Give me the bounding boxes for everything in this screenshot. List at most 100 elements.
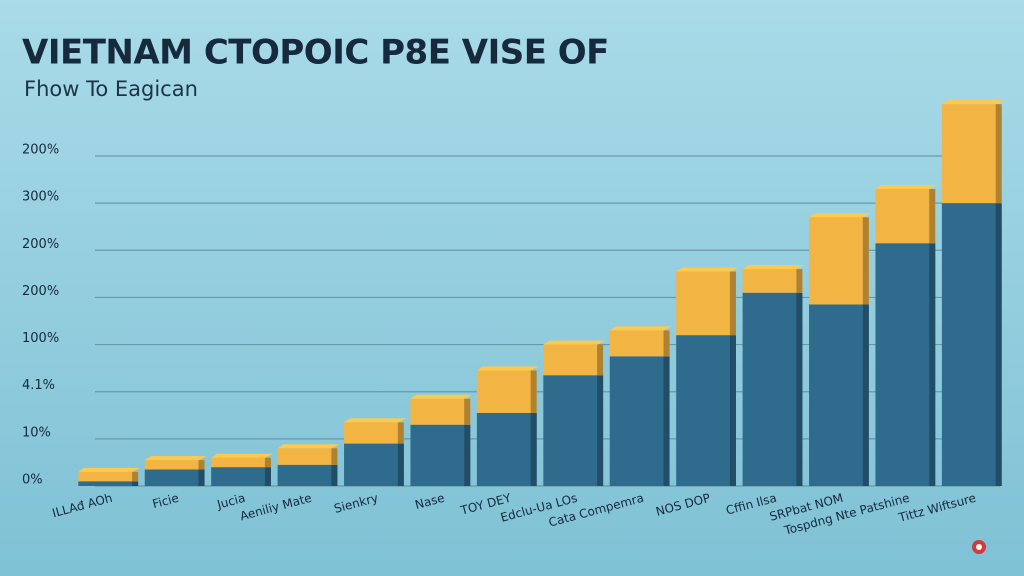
bar-segment-group (676, 335, 736, 486)
bar-segment-group (742, 292, 803, 486)
bar-side-shade (597, 344, 604, 376)
y-tick-label: 300% (22, 190, 59, 205)
bar-segment (609, 356, 670, 486)
bar-side-shade (132, 481, 139, 486)
bar-segment-group (344, 422, 404, 444)
bar-side-shade (729, 271, 736, 336)
bar-segment-group (144, 469, 205, 486)
bar-segment-group (809, 304, 869, 486)
bar-top-face (543, 340, 606, 345)
bar-segment (609, 330, 670, 357)
bar-segment-group (211, 457, 271, 468)
bar-top-face (144, 456, 207, 461)
bar-segment-group (809, 217, 869, 305)
bar-side-shade (464, 398, 471, 425)
bar-side-shade (663, 330, 670, 357)
bar-segment (676, 335, 736, 486)
bar-segment (211, 467, 271, 486)
bar-segment (144, 469, 205, 486)
bar-segment (476, 370, 537, 413)
y-tick-label: 100% (22, 331, 59, 346)
chart-subtitle: Fhow To Eagican (24, 77, 198, 101)
bar-side-shade (929, 189, 936, 244)
bar-top-face (676, 267, 738, 272)
y-tick-label: 4.1% (22, 378, 55, 393)
bar-segment (144, 460, 205, 470)
bar-side-shade (530, 370, 537, 413)
bar-segment-group (742, 269, 803, 293)
bar-segment-group (941, 203, 1002, 486)
bar-segment (78, 471, 139, 482)
bar-side-shade (198, 469, 205, 486)
bar-segment (410, 398, 471, 425)
bar-segment-group (78, 471, 139, 482)
bar-segment (742, 292, 803, 486)
bar-side-shade (264, 457, 271, 468)
bar-side-shade (929, 243, 936, 486)
bar-top-face (476, 366, 539, 371)
y-tick-label: 10% (22, 425, 51, 440)
bar-side-shade (796, 269, 803, 293)
bar-segment (941, 203, 1002, 486)
x-tick-label: Ficie (151, 491, 180, 511)
bar-segment-group (410, 398, 471, 425)
bar-side-shade (331, 464, 338, 486)
bar-segment (277, 464, 338, 486)
bar-segment (344, 422, 404, 444)
bar-segment-group (211, 467, 271, 486)
bar-top-face (410, 394, 473, 399)
bar-side-shade (597, 375, 604, 486)
bar-segment (742, 269, 803, 293)
bar-side-shade (331, 448, 338, 465)
bar-side-shade (796, 292, 803, 486)
bar-top-face (344, 418, 406, 423)
bar-segment-group (543, 375, 604, 486)
bar-top-face (742, 265, 805, 270)
bar-segment-group (410, 424, 471, 486)
bar-side-shade (132, 471, 139, 482)
bar-side-shade (198, 460, 205, 470)
bar-top-face (78, 467, 141, 472)
bar-segment-group (277, 464, 338, 486)
bar-segment-group (941, 104, 1002, 204)
bar-segment-group (476, 412, 537, 486)
y-tick-label: 0% (22, 473, 43, 488)
bar-top-face (941, 100, 1004, 105)
bar-segment (78, 481, 139, 486)
bar-segment (809, 217, 869, 305)
bar-side-shade (729, 335, 736, 486)
bar-segment-group (543, 344, 604, 376)
bar-segment-group (875, 243, 936, 486)
bar-side-shade (397, 443, 404, 486)
bar-side-shade (464, 424, 471, 486)
bar-side-shade (397, 422, 404, 444)
bar-segment (543, 375, 604, 486)
y-tick-label: 200% (22, 143, 59, 158)
bar-segment (410, 424, 471, 486)
bar-top-face (211, 453, 273, 458)
bar-segment-group (78, 481, 139, 486)
bar-segment (875, 243, 936, 486)
bar-segment-group (476, 370, 537, 413)
y-tick-label: 200% (22, 237, 59, 252)
bar-segment-group (609, 356, 670, 486)
bar-segment (344, 443, 404, 486)
bar-segment-group (344, 443, 404, 486)
bar-segment-group (676, 271, 736, 336)
bar-segment-group (277, 448, 338, 465)
bar-segment-group (609, 330, 670, 357)
bar-segment (543, 344, 604, 376)
chart-title: VIETNAM CTOPOIC P8E VISE OF (22, 33, 609, 73)
bar-segment-group (144, 460, 205, 470)
bar-top-face (875, 185, 938, 189)
bar-side-shade (862, 304, 869, 486)
bar-segment (476, 412, 537, 486)
bar-side-shade (530, 412, 537, 486)
bar-segment (875, 189, 936, 244)
bar-side-shade (995, 104, 1002, 204)
bar-segment-group (875, 189, 936, 244)
bar-segment (809, 304, 869, 486)
bar-side-shade (663, 356, 670, 486)
bar-layer (78, 100, 1004, 486)
